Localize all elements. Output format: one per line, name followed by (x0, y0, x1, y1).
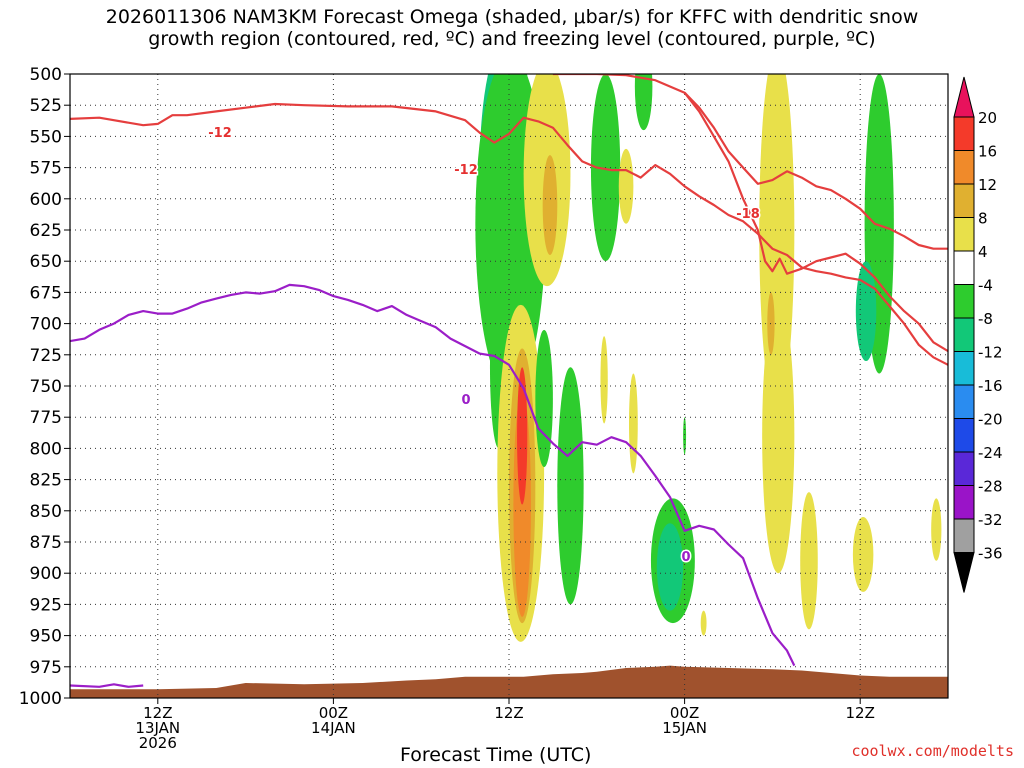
omega-blob (618, 148, 634, 224)
colorbar-swatch (953, 116, 975, 151)
y-tick-label: 925 (30, 595, 62, 615)
colorbar-label: -4 (978, 277, 993, 295)
colorbar-label: 20 (978, 109, 997, 127)
freezing-level-line (70, 283, 796, 667)
y-axis: 500 525 550 575 600 625 650 675 700 725 750 775 800 8… (19, 65, 70, 709)
x-tick-label: 15JAN (662, 719, 707, 737)
y-tick-label: 900 (30, 564, 62, 584)
colorbar-swatch (953, 284, 975, 319)
colorbar-swatch (953, 250, 975, 285)
omega-blob (634, 74, 653, 131)
y-tick-label: 625 (30, 221, 62, 241)
omega-blob (628, 373, 638, 474)
colorbar-swatch (953, 451, 975, 486)
omega-blob (931, 498, 942, 561)
colorbar-label: -36 (978, 545, 1003, 563)
chart-title-line2: growth region (contoured, red, ºC) and f… (148, 28, 876, 50)
dgz-contour-line (552, 74, 948, 250)
x-tick-label: 00Z (670, 704, 699, 722)
colorbar-label: -32 (978, 511, 1003, 529)
contour-label: 0 (461, 393, 470, 408)
grid-lines (70, 74, 948, 698)
y-tick-label: 500 (30, 65, 62, 85)
colorbar-label: 12 (978, 176, 997, 194)
y-tick-label: 1000 (19, 689, 62, 709)
colorbar-swatch (953, 418, 975, 453)
credit-link[interactable]: coolwx.com/modelts (851, 742, 1014, 760)
x-tick-label: 13JAN (135, 719, 180, 737)
contour-label: 0 (681, 550, 690, 565)
omega-blob (557, 367, 584, 605)
omega-blob (852, 517, 874, 592)
colorbar-label: 4 (978, 243, 988, 261)
y-tick-label: 775 (30, 408, 62, 428)
terrain-fill (70, 665, 948, 698)
x-tick-label: 12Z (143, 704, 172, 722)
colorbar-label: -28 (978, 478, 1003, 496)
y-tick-label: 825 (30, 471, 62, 491)
colorbar-swatch (953, 217, 975, 252)
colorbar-label: 8 (978, 210, 988, 228)
y-tick-label: 575 (30, 159, 62, 179)
y-tick-label: 975 (30, 658, 62, 678)
omega-blob (656, 523, 684, 611)
y-tick-label: 750 (30, 377, 62, 397)
contour-label: -18 (736, 207, 760, 222)
colorbar-swatch (953, 351, 975, 386)
x-axis-title: Forecast Time (UTC) (400, 744, 592, 766)
y-tick-label: 875 (30, 533, 62, 553)
dgz-contour-line (70, 102, 948, 366)
y-tick-label: 600 (30, 190, 62, 210)
terrain-area (70, 665, 948, 698)
y-tick-label: 675 (30, 283, 62, 303)
colorbar-swatch (953, 518, 975, 553)
colorbar-swatch (953, 384, 975, 419)
colorbar-bottom-arrow (953, 552, 975, 593)
colorbar-label: -16 (978, 377, 1003, 395)
omega-blob (762, 298, 795, 574)
contour-lines: -12 -12 -18 0 0 (70, 74, 948, 688)
y-tick-label: 525 (30, 96, 62, 116)
colorbar-swatch (953, 485, 975, 520)
colorbar-label: -12 (978, 344, 1003, 362)
dgz-contour-line (683, 92, 948, 353)
colorbar-label: -24 (978, 444, 1003, 462)
colorbar-swatch (953, 183, 975, 218)
y-tick-label: 800 (30, 439, 62, 459)
x-tick-label: 14JAN (311, 719, 356, 737)
omega-blob (683, 417, 687, 455)
contour-label: -12 (454, 163, 478, 178)
x-tick-label: 00Z (319, 704, 348, 722)
colorbar-swatch (953, 317, 975, 352)
chart-title: 2026011306 NAM3KM Forecast Omega (shaded… (0, 6, 1024, 50)
colorbar: 20 16 12 8 4 -4 -8 -12 -16 -20 -24 -28 -32 -36 (953, 76, 1003, 593)
y-tick-label: 550 (30, 127, 62, 147)
colorbar-label: -8 (978, 310, 993, 328)
freezing-level-line (70, 683, 144, 688)
colorbar-label: -20 (978, 411, 1003, 429)
omega-blob (600, 336, 608, 424)
x-tick-label: 12Z (846, 704, 875, 722)
omega-blob (542, 155, 558, 255)
y-tick-label: 850 (30, 502, 62, 522)
chart-title-line1: 2026011306 NAM3KM Forecast Omega (shaded… (105, 6, 919, 28)
omega-blob (517, 367, 528, 505)
colorbar-swatch (953, 150, 975, 185)
x-tick-label: 2026 (139, 734, 177, 752)
colorbar-top-arrow (953, 76, 975, 118)
omega-blob (800, 492, 818, 630)
x-tick-label: 12Z (494, 704, 523, 722)
y-tick-label: 650 (30, 252, 62, 272)
y-tick-label: 950 (30, 627, 62, 647)
contour-label: -12 (208, 126, 232, 141)
y-tick-label: 725 (30, 346, 62, 366)
colorbar-label: 16 (978, 143, 997, 161)
omega-blob (535, 329, 553, 468)
omega-blob (700, 610, 707, 636)
y-tick-label: 700 (30, 315, 62, 335)
